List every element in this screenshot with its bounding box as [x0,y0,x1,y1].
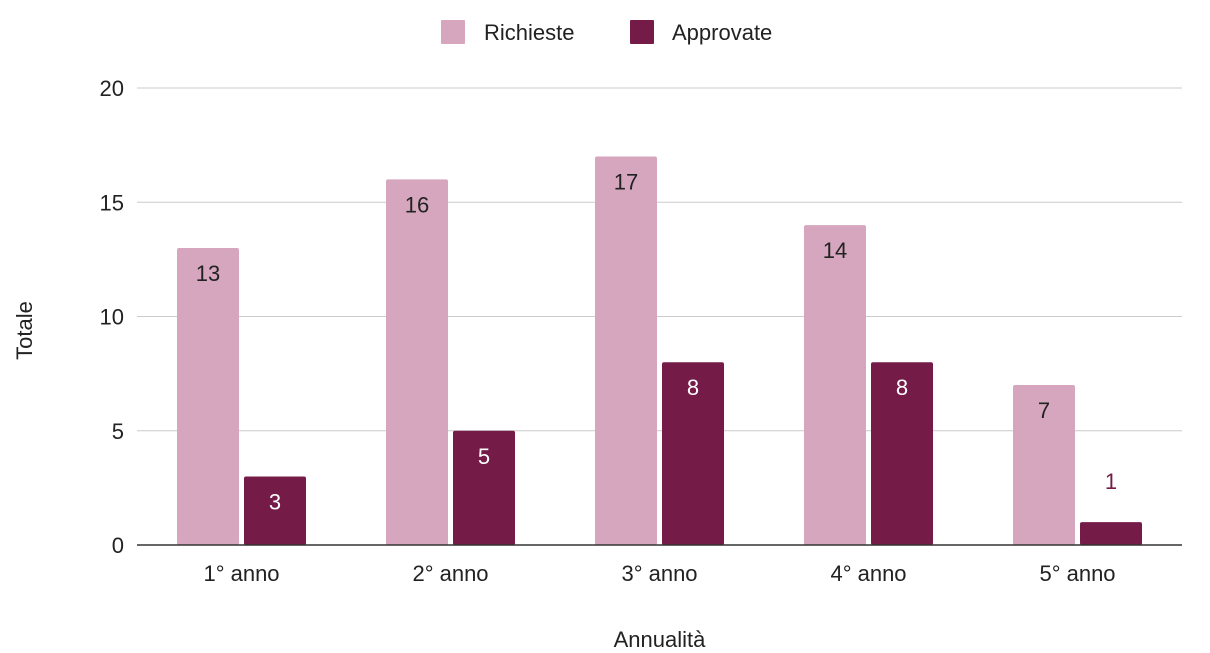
data-label: 13 [196,261,220,286]
gridlines [137,87,1182,432]
data-label: 1 [1105,469,1117,494]
y-tick-label: 5 [112,419,124,444]
bar-approvate-2 [453,430,515,545]
x-tick-label: 4° anno [830,561,906,586]
y-tick-label: 10 [100,305,124,330]
y-axis-ticks: 0 5 10 15 20 [100,76,124,558]
bar-approvate-5 [1080,522,1142,545]
bar-richieste-5 [1013,385,1075,545]
legend-swatch-approvate [630,20,654,44]
y-axis-title: Totale [12,301,37,360]
data-label: 17 [614,170,638,195]
legend: Richieste Approvate [441,20,772,45]
y-tick-label: 20 [100,76,124,101]
data-label: 7 [1038,398,1050,423]
x-tick-label: 1° anno [203,561,279,586]
y-tick-label: 0 [112,533,124,558]
x-tick-label: 3° anno [621,561,697,586]
data-label: 14 [823,238,847,263]
x-tick-label: 2° anno [412,561,488,586]
bar-richieste-2 [386,179,448,545]
data-label: 16 [405,192,429,217]
bar-approvate-1 [244,476,306,545]
bar-approvate-4 [871,362,933,545]
bars: 13 3 16 5 17 8 14 8 7 1 [177,156,1142,546]
data-label: 5 [478,444,490,469]
bar-approvate-3 [662,362,724,545]
legend-label-richieste: Richieste [484,20,574,45]
y-tick-label: 15 [100,190,124,215]
bar-richieste-1 [177,247,239,545]
data-label: 8 [687,375,699,400]
x-axis-ticks: 1° anno 2° anno 3° anno 4° anno 5° anno [203,561,1115,586]
x-axis-title: Annualità [614,627,707,652]
data-label: 3 [269,489,281,514]
legend-label-approvate: Approvate [672,20,772,45]
bar-richieste-4 [804,225,866,545]
x-tick-label: 5° anno [1039,561,1115,586]
data-label: 8 [896,375,908,400]
legend-swatch-richieste [441,20,465,44]
bar-richieste-3 [595,156,657,546]
